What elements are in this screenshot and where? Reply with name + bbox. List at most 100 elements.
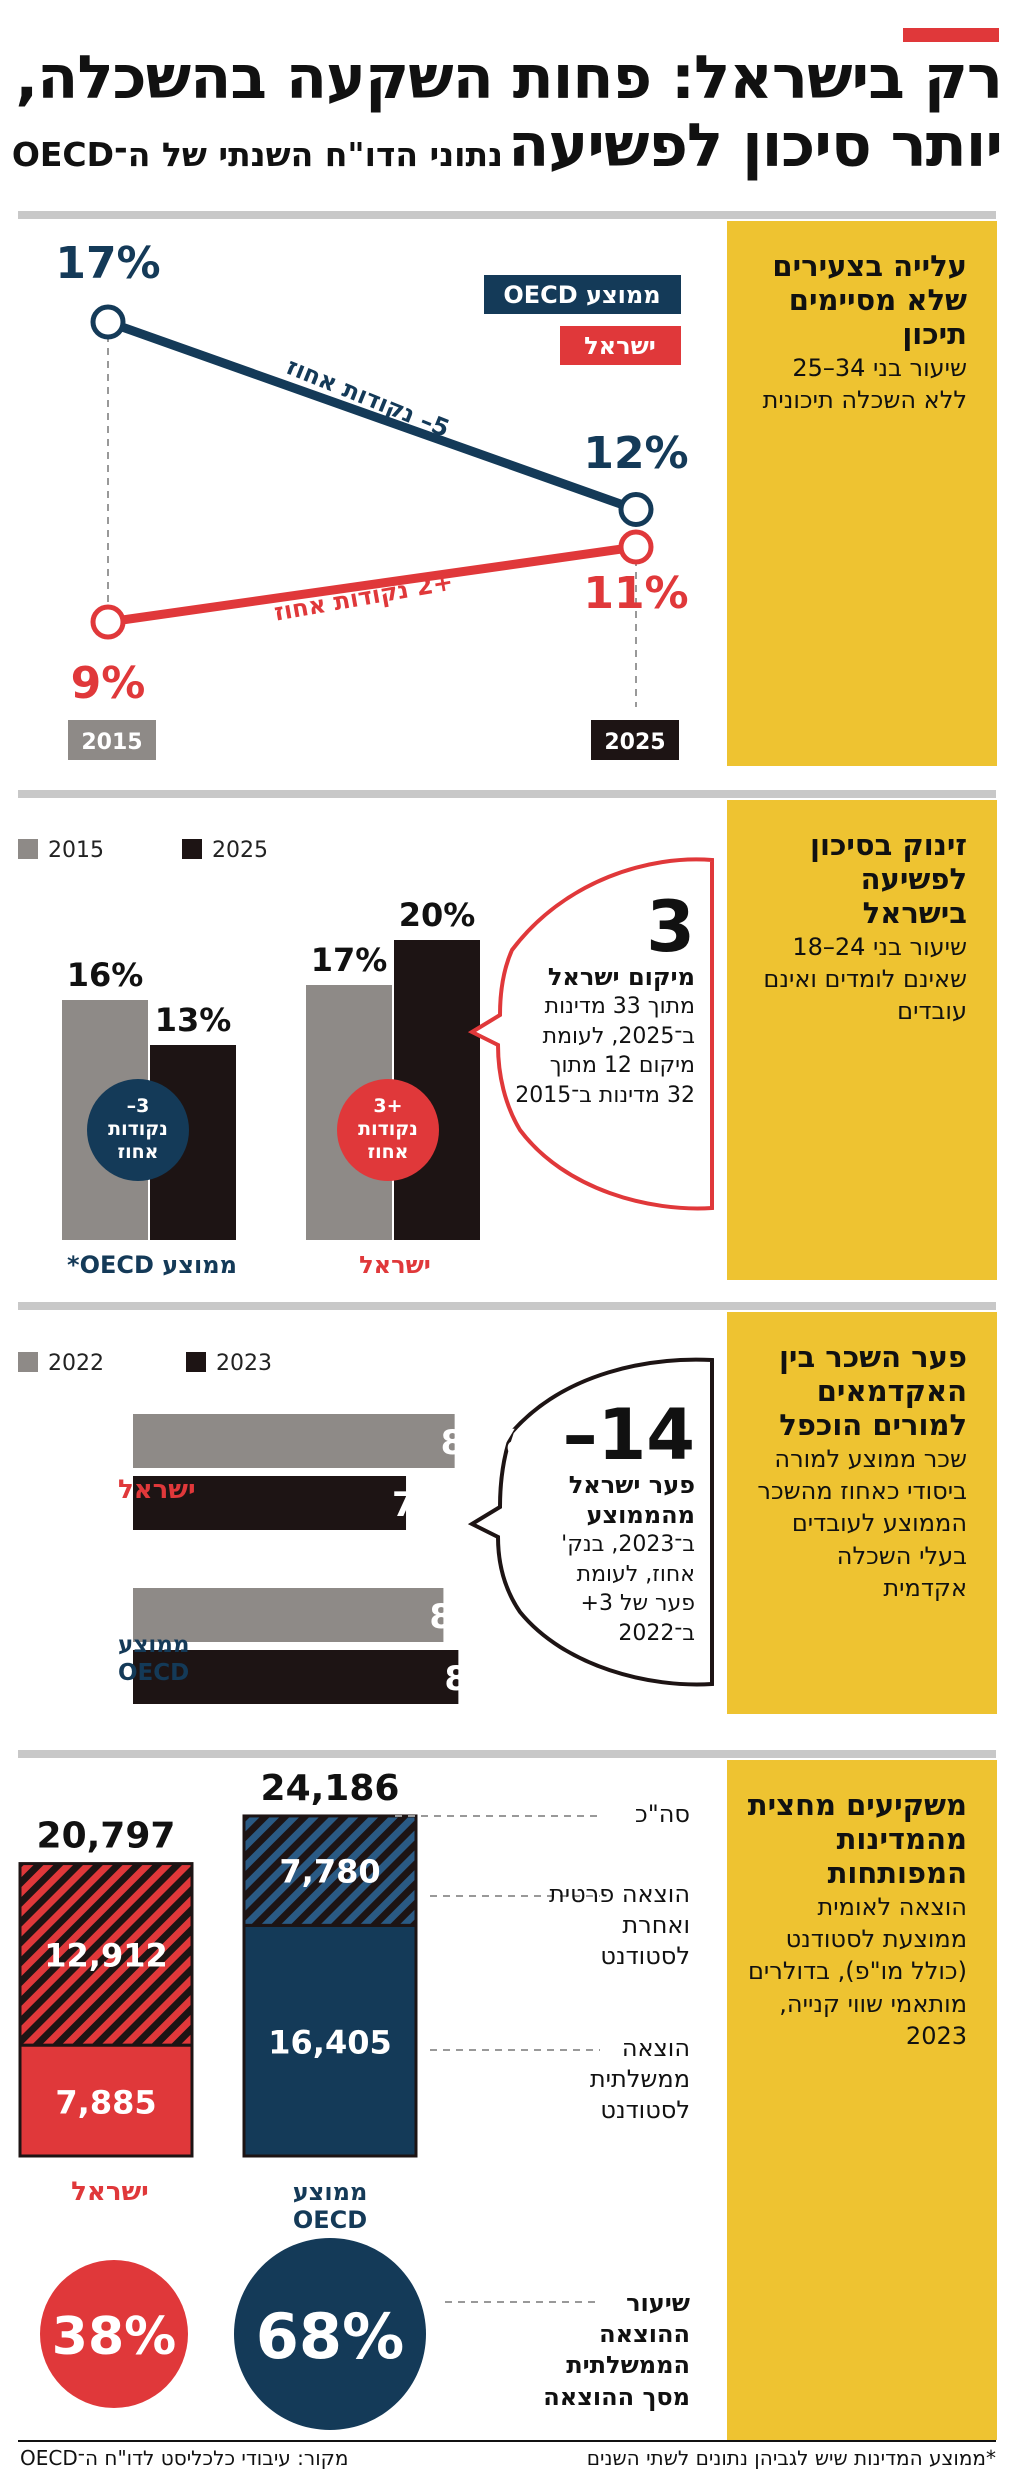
israel-bar-label-2023: 73% xyxy=(392,1485,473,1525)
legend-2025-label: 2025 xyxy=(212,838,268,863)
gap-number: 14– xyxy=(562,1394,695,1476)
israel-private-bar xyxy=(18,1862,194,2047)
s4-israel-label: ישראל xyxy=(71,2177,149,2207)
section4-title: משקיעים מחצית מהמדינות המפותחות xyxy=(747,1788,967,1891)
rank-text: מתוך 33 מדינות ב־2025, לעומת מיקום 12 מת… xyxy=(515,994,695,1109)
israel-point-2025 xyxy=(618,529,654,565)
page-title-line2-text: יותר סיכון לפשיעה xyxy=(508,111,1003,181)
s2-israel-label: ישראל xyxy=(359,1251,431,1279)
section2-text: שיעור בני 24–18 שאינם לומדים ואינם עובדי… xyxy=(763,932,967,1026)
legend-2015-label: 2015 xyxy=(48,838,104,863)
year-2015-label: 2015 xyxy=(81,730,142,755)
gap-text: ב־2023, בנק' אחוז, לעומת פער של 3+ ב־202… xyxy=(561,1532,695,1647)
israel-change-line1: +3 xyxy=(373,1095,402,1117)
section-divider-3 xyxy=(18,1302,996,1310)
section2-panel: זינוק בסיכון לפשיעה בישראל שיעור בני 24–… xyxy=(727,800,997,1280)
section4-stacked-chart: 7,885 12,912 20,797 16,405 7,780 24,186 ישראל… xyxy=(18,1768,600,2430)
legend-2022-label: 2022 xyxy=(48,1351,104,1376)
israel-bar-2023 xyxy=(133,1476,407,1530)
section1-text: שיעור בני 34–25 ללא השכלה תיכונית xyxy=(762,353,967,415)
oecd-2015-label: 17% xyxy=(55,238,160,289)
israel-total-value: 20,797 xyxy=(37,1816,176,1857)
oecd-private-value: 7,780 xyxy=(279,1853,380,1891)
section1-title: עלייה בצעירים שלא מסיימים תיכון xyxy=(772,249,967,352)
israel-series-line xyxy=(107,542,637,627)
section3-text: שכר ממוצע למורה ביסודי כאחוז מהשכר הממוצ… xyxy=(757,1444,967,1603)
israel-public-value: 7,885 xyxy=(55,2084,156,2122)
year-2025-label: 2025 xyxy=(604,730,665,755)
israel-2025-value: 11% xyxy=(583,568,688,619)
oecd-bar-2022 xyxy=(133,1588,444,1642)
s3-oecd-label-line2: OECD xyxy=(118,1660,189,1686)
oecd-change-circle xyxy=(87,1079,189,1181)
page-title-line1: רק בישראל: פחות השקעה בהשכלה, xyxy=(15,43,1003,113)
oecd-2015-value: 17% xyxy=(55,238,160,289)
rank-callout: 3 מיקום ישראל מתוך 33 מדינות ב־2025, לעו… xyxy=(490,892,695,1111)
israel-2015-label: 9% xyxy=(71,658,146,709)
israel-public-bar xyxy=(18,2043,194,2158)
oecd-change-line3: אחוז xyxy=(117,1141,158,1163)
oecd-point-2015 xyxy=(90,304,126,340)
oecd-point-2025 xyxy=(618,492,654,527)
rank-number: 3 xyxy=(646,886,695,968)
legend-2022-swatch xyxy=(18,1352,38,1372)
oecd-change-line2: נקודות xyxy=(108,1118,168,1140)
legend-2025-swatch xyxy=(182,839,202,859)
oecd-2025-label: 12% xyxy=(583,428,688,479)
year-2015-box xyxy=(68,720,156,760)
rank-callout-bubble xyxy=(467,857,714,1211)
oecd-total-value: 24,186 xyxy=(261,1768,400,1809)
s4-oecd-label-line2: OECD xyxy=(293,2206,367,2234)
israel-change-circle xyxy=(337,1079,439,1181)
gap-title: פער ישראל מהממוצע xyxy=(568,1471,695,1529)
oecd-public-bar xyxy=(242,1923,418,2158)
section3-panel: פער השכר בין האקדמאים למורים הוכפל שכר מ… xyxy=(727,1312,997,1714)
oecd-series-line xyxy=(106,317,638,514)
israel-change-label: +2 נקודות אחוז xyxy=(272,568,455,627)
footer-note: *ממוצע המדינות שיש לגביהן נתונים לשתי הש… xyxy=(586,2446,996,2470)
legend-oecd-label: ממוצע OECD xyxy=(503,281,660,309)
section1-line-chart: ממוצע OECD ישראל 17% 12% 9% 11% 5– נקודו… xyxy=(55,238,689,760)
section1-panel: עלייה בצעירים שלא מסיימים תיכון שיעור בנ… xyxy=(727,221,997,766)
section2-bar-chart: 2015 2025 16% 13% 17% 20% 3– נקודות אחוז +3… xyxy=(18,838,714,1279)
section2-title: זינוק בסיכון לפשיעה בישראל xyxy=(810,828,967,931)
gap-callout: 14– פער ישראל מהממוצע ב־2023, בנק' אחוז,… xyxy=(490,1400,695,1649)
s4-oecd-label-line1: ממוצע xyxy=(293,2178,368,2206)
section4-panel: משקיעים מחצית מהמדינות המפותחות הוצאה לא… xyxy=(727,1760,997,2440)
s3-oecd-label-line1: ממוצע xyxy=(118,1632,190,1658)
s3-israel-label: ישראל xyxy=(118,1475,196,1505)
legend-2015-swatch xyxy=(18,839,38,859)
section-divider-4 xyxy=(18,1750,996,1758)
israel-point-2015 xyxy=(90,604,126,640)
label-share: שיעור ההוצאה הממשלתית מסך ההוצאה xyxy=(543,2289,690,2411)
footer-source: מקור: עיבודי כלכליסט לדו"ח ה־OECD xyxy=(20,2446,349,2470)
label-private: הוצאה פרטית ואחרת לסטודנט xyxy=(548,1880,690,1971)
section3-bar-chart: 2022 2023 86% 73% 83% 87% ישראל ממוצע OECD xyxy=(18,1351,714,1704)
israel-change-line2: נקודות xyxy=(358,1118,418,1140)
israel-share-circle xyxy=(40,2260,188,2408)
israel-share-value: 38% xyxy=(52,2307,176,2367)
israel-bar-2022 xyxy=(133,1414,455,1468)
oecd-share-circle xyxy=(234,2238,426,2430)
israel-bar-label-2015: 17% xyxy=(311,941,388,979)
rank-title: מיקום ישראל xyxy=(547,963,695,991)
oecd-share-value: 68% xyxy=(256,2300,404,2373)
oecd-private-bar xyxy=(242,1814,418,1927)
s2-oecd-label: ממוצע OECD* xyxy=(67,1251,237,1279)
israel-private-value: 12,912 xyxy=(44,1936,167,1974)
gap-callout-bubble xyxy=(467,1357,714,1687)
year-2025-box xyxy=(591,720,679,760)
legend-oecd-box xyxy=(484,275,681,314)
oecd-2025-value: 12% xyxy=(583,428,688,479)
section-divider-1 xyxy=(18,211,996,219)
israel-bar-label-2022: 86% xyxy=(441,1423,522,1463)
section3-title: פער השכר בין האקדמאים למורים הוכפל xyxy=(778,1340,967,1443)
header-accent-bar xyxy=(903,28,999,42)
oecd-bar-label-2015: 16% xyxy=(67,956,144,994)
legend-israel-box xyxy=(560,326,681,365)
oecd-bar-label-2023: 87% xyxy=(444,1659,525,1699)
israel-bar-label-2025: 20% xyxy=(399,896,476,934)
legend-2023-label: 2023 xyxy=(216,1351,272,1376)
oecd-bar-2023 xyxy=(133,1650,459,1704)
footer-rule xyxy=(18,2440,996,2442)
